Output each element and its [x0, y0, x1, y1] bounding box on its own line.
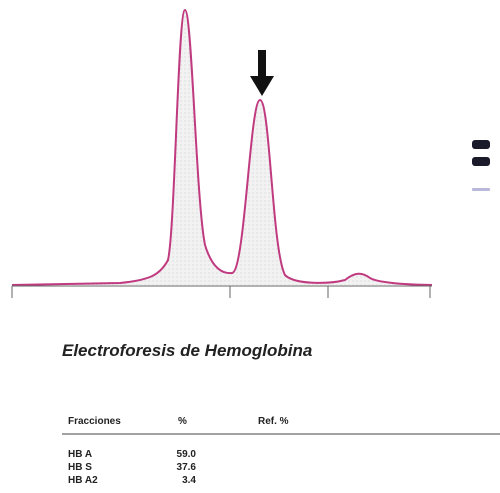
fraction-percent: 3.4	[182, 475, 196, 486]
fraction-percent: 37.6	[177, 462, 197, 473]
fraction-percent: 59.0	[177, 449, 197, 460]
results-table: Fracciones % Ref. % HB A 59.0 HB S 37.6 …	[62, 416, 500, 486]
report: Electroforesis de Hemoglobina Fracciones…	[0, 0, 500, 493]
fraction-name: HB A2	[68, 475, 98, 486]
arrow	[250, 50, 274, 96]
trace-line	[12, 10, 432, 285]
column-header: %	[178, 416, 187, 427]
column-header: Ref. %	[258, 416, 289, 427]
trace-fill	[12, 10, 432, 285]
fraction-name: HB S	[68, 462, 92, 473]
column-header: Fracciones	[68, 416, 121, 427]
electropherogram	[12, 10, 490, 298]
page: Electroforesis de Hemoglobina Fracciones…	[0, 0, 500, 493]
gel-bands	[472, 140, 490, 191]
report-title: Electroforesis de Hemoglobina	[62, 341, 312, 360]
fraction-name: HB A	[68, 449, 92, 460]
